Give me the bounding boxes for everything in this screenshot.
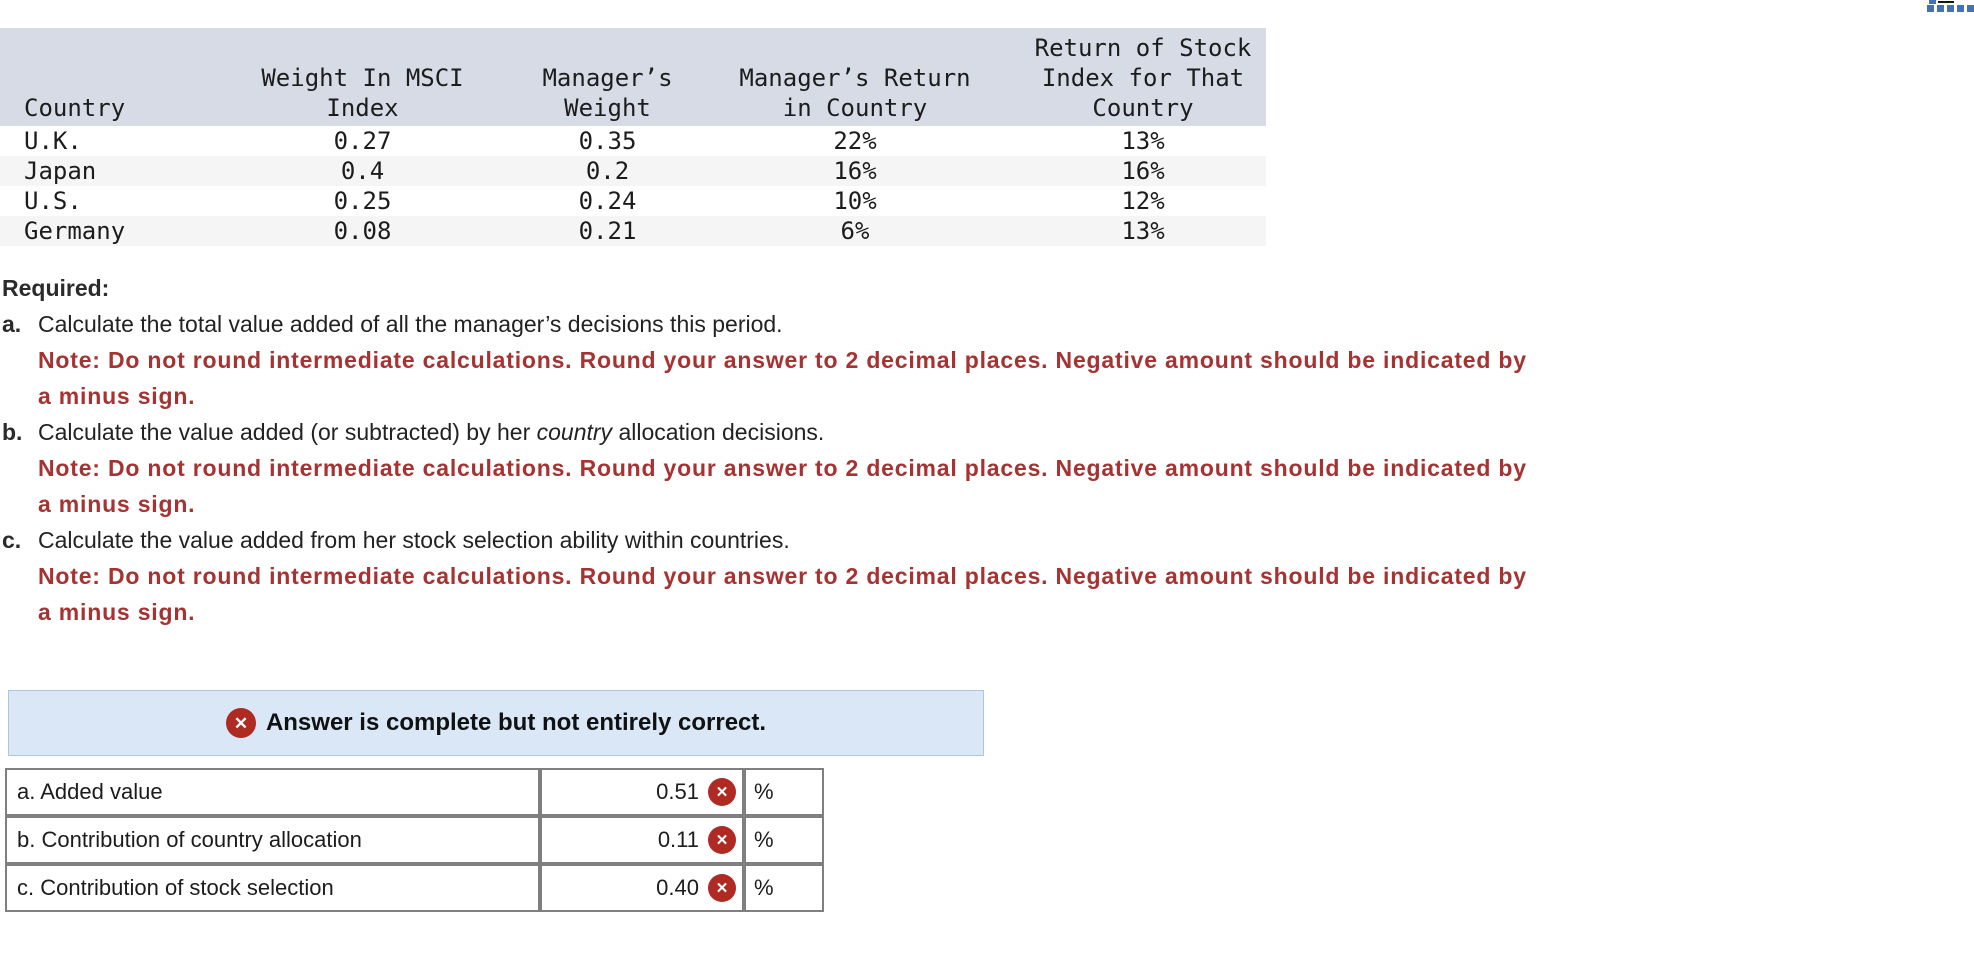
line-fragment [1938,1,1954,3]
table-cell: 10% [833,187,877,215]
x-circle-icon [708,874,736,902]
table-cell: 13% [1121,217,1165,245]
table-cell: 0.24 [578,187,637,215]
answer-unit: % [744,816,824,864]
item-text: Calculate the value added from her stock… [38,527,790,553]
table-cell: 12% [1121,187,1165,215]
feedback-message: Answer is complete but not entirely corr… [265,709,767,736]
table-cell: 0.21 [578,217,637,245]
column-header-manager-weight: Manager’s Weight [525,28,690,126]
item-note-line2: a minus sign. [38,491,196,517]
table-cell: 16% [833,157,877,185]
item-note-line2: a minus sign. [38,383,196,409]
answer-value: 0.11 [657,827,699,852]
item-note-line1: Note: Do not round intermediate calculat… [38,563,1527,589]
dashed-border-fragment [1927,5,1974,12]
dash-fragment [1929,0,1936,4]
answer-value: 0.51 [656,779,699,804]
table-cell: U.S. [24,187,82,215]
column-header-manager-return: Manager’s Return in Country [690,28,1020,126]
column-header-country: Country [0,28,200,126]
required-item-a: a. Calculate the total value added of al… [2,306,1932,414]
required-item-b: b. Calculate the value added (or subtrac… [2,414,1932,522]
table-cell: Japan [24,157,97,185]
table-cell: 0.25 [333,187,392,215]
x-circle-icon [708,826,736,854]
table-row: Germany 0.08 0.21 6% 13% [0,216,1266,246]
answer-value-field[interactable]: 0.51 [540,768,744,816]
table-cell: 0.27 [333,127,392,155]
table-cell: 0.35 [578,127,637,155]
table-cell: 0.4 [340,157,385,185]
answer-value: 0.40 [656,875,699,900]
answer-unit: % [744,768,824,816]
item-letter: b. [2,419,23,445]
item-note-line1: Note: Do not round intermediate calculat… [38,455,1527,481]
required-section: Required: a. Calculate the total value a… [2,270,1932,630]
answer-table: a. Added value 0.51 % b. Contribution of… [5,768,824,912]
answer-unit: % [744,864,824,912]
table-cell: U.K. [24,127,82,155]
table-row: Japan 0.4 0.2 16% 16% [0,156,1266,186]
answer-label: c. Contribution of stock selection [5,864,540,912]
table-cell: 0.08 [333,217,392,245]
x-circle-icon [225,708,256,738]
answer-label: b. Contribution of country allocation [5,816,540,864]
required-heading: Required: [2,275,110,301]
answer-row-a: a. Added value 0.51 % [5,768,824,816]
x-circle-icon [708,778,736,806]
table-row: U.S. 0.25 0.24 10% 12% [0,186,1266,216]
item-letter: a. [2,311,22,337]
table-header-row: Country Weight In MSCI Index Manager’s W… [0,28,1266,126]
table-cell: 22% [833,127,877,155]
table-row: U.K. 0.27 0.35 22% 13% [0,126,1266,156]
table-cell: Germany [24,217,126,245]
item-letter: c. [2,527,22,553]
table-cell: 6% [840,217,870,245]
item-note-line2: a minus sign. [38,599,196,625]
grading-feedback-banner: Answer is complete but not entirely corr… [8,690,984,756]
required-item-c: c. Calculate the value added from her st… [2,522,1932,630]
answer-row-b: b. Contribution of country allocation 0.… [5,816,824,864]
answer-label: a. Added value [5,768,540,816]
item-note-line1: Note: Do not round intermediate calculat… [38,347,1527,373]
table-cell: 13% [1121,127,1165,155]
item-text: Calculate the total value added of all t… [38,311,783,337]
table-cell: 16% [1121,157,1165,185]
country-returns-table: Country Weight In MSCI Index Manager’s W… [0,28,1266,246]
table-cell: 0.2 [585,157,630,185]
answer-row-c: c. Contribution of stock selection 0.40 … [5,864,824,912]
answer-value-field[interactable]: 0.40 [540,864,744,912]
answer-value-field[interactable]: 0.11 [540,816,744,864]
selection-marquee-artifact [1926,0,1974,14]
column-header-index-return: Return of Stock Index for That Country [1020,28,1266,126]
item-text: Calculate the value added (or subtracted… [38,419,825,445]
column-header-msci-weight: Weight In MSCI Index [200,28,525,126]
